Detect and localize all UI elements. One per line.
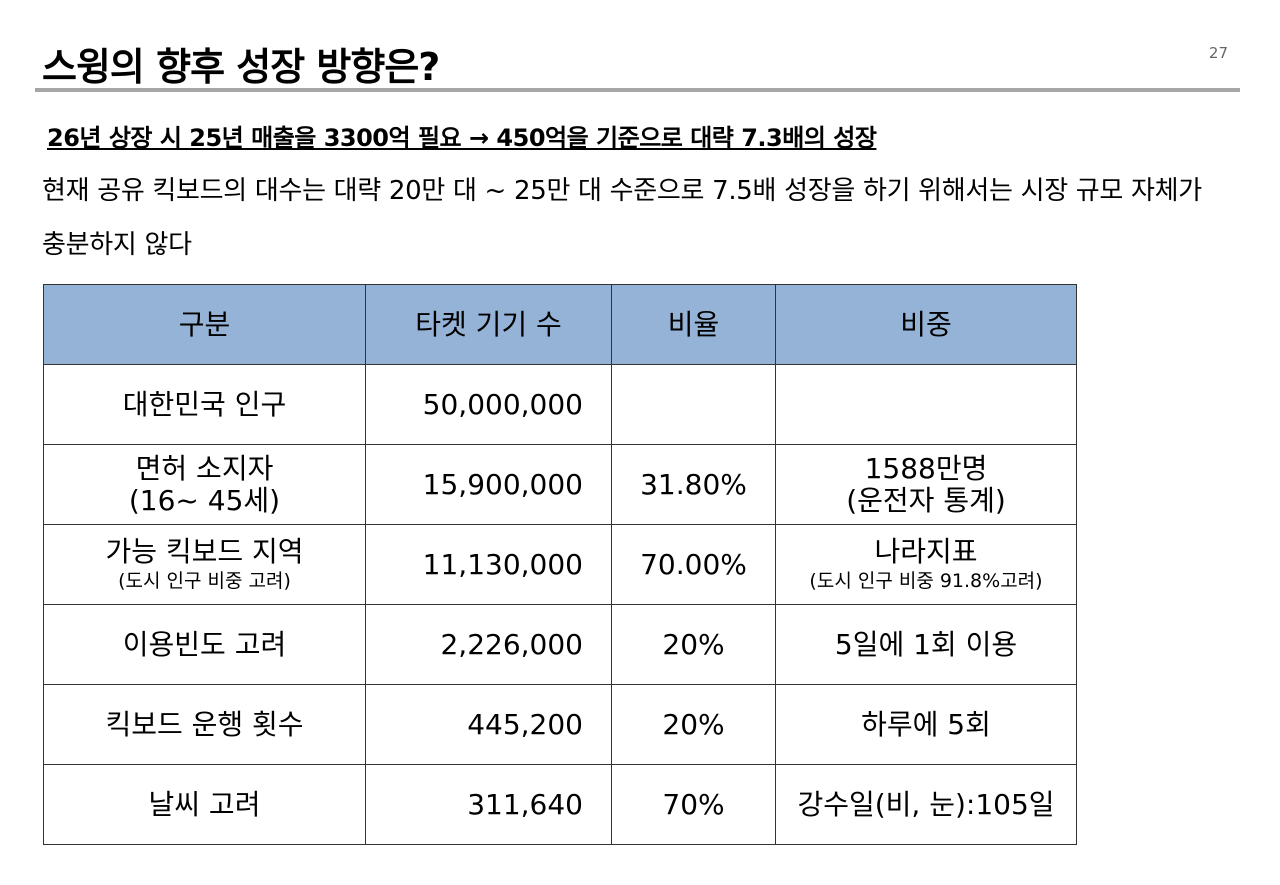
cell-line: 20% <box>662 627 725 661</box>
title: 스윙의 향후 성장 방향은? <box>42 45 440 89</box>
table-cell: 50,000,000 <box>365 364 612 445</box>
title-rule <box>35 88 1240 92</box>
table-cell: 20% <box>611 684 776 765</box>
table-cell: 70% <box>611 764 776 845</box>
cell-line: 11,130,000 <box>422 547 583 581</box>
data-table: 구분 타켓 기기 수 비율 비중 대한민국 인구 50,000,000 면허 소지자 (16… <box>43 284 1077 845</box>
cell-line: (도시 인구 비중 고려) <box>118 569 291 592</box>
table-cell: 나라지표 (도시 인구 비중 91.8%고려) <box>775 524 1077 605</box>
table-cell: 15,900,000 <box>365 444 612 525</box>
cell-line: 445,200 <box>467 707 583 741</box>
table-cell: 445,200 <box>365 684 612 765</box>
table-cell: 5일에 1회 이용 <box>775 604 1077 685</box>
cell-line: 50,000,000 <box>422 387 583 421</box>
cell-line: 2,226,000 <box>440 627 583 661</box>
cell-line: (운전자 통계) <box>846 483 1006 517</box>
cell-line: 15,900,000 <box>422 467 583 501</box>
table-cell: 강수일(비, 눈):105일 <box>775 764 1077 845</box>
table-row: 킥보드 운행 횟수 445,200 20% 하루에 5회 <box>43 684 1077 765</box>
table-cell <box>775 364 1077 445</box>
header-row: 구분 타켓 기기 수 비율 비중 <box>43 284 1077 365</box>
cell-line: 5일에 1회 이용 <box>834 627 1018 661</box>
table-row: 날씨 고려 311,640 70% 강수일(비, 눈):105일 <box>43 764 1077 845</box>
table-row: 대한민국 인구 50,000,000 <box>43 364 1077 445</box>
cell-line: 20% <box>662 707 725 741</box>
cell-line: 날씨 고려 <box>148 787 261 821</box>
cell-line: 70% <box>662 787 725 821</box>
cell-line: 가능 킥보드 지역 <box>105 534 304 568</box>
table-cell <box>611 364 776 445</box>
cell-line: 31.80% <box>640 467 747 501</box>
table-row: 가능 킥보드 지역 (도시 인구 비중 고려) 11,130,000 70.00% 나라… <box>43 524 1077 605</box>
cell-line: 대한민국 인구 <box>122 387 287 421</box>
table-cell: 대한민국 인구 <box>43 364 366 445</box>
table-cell: 가능 킥보드 지역 (도시 인구 비중 고려) <box>43 524 366 605</box>
table-row: 면허 소지자 (16~ 45세) 15,900,000 31.80% 1588만명 (운전… <box>43 444 1077 525</box>
header-cell: 비율 <box>611 284 776 365</box>
cell-line: 70.00% <box>640 547 747 581</box>
header-cell: 구분 <box>43 284 366 365</box>
cell-line: 이용빈도 고려 <box>122 627 287 661</box>
table-cell: 311,640 <box>365 764 612 845</box>
table-row: 이용빈도 고려 2,226,000 20% 5일에 1회 이용 <box>43 604 1077 685</box>
subtitle: 26년 상장 시 25년 매출을 3300억 필요 → 450억을 기준으로 대… <box>47 124 877 152</box>
cell-line: 하루에 5회 <box>861 707 991 741</box>
table-cell: 날씨 고려 <box>43 764 366 845</box>
table-cell: 킥보드 운행 횟수 <box>43 684 366 765</box>
header-cell: 비중 <box>775 284 1077 365</box>
table-cell: 11,130,000 <box>365 524 612 605</box>
cell-line: 강수일(비, 눈):105일 <box>797 787 1055 821</box>
table-cell: 31.80% <box>611 444 776 525</box>
header-cell: 타켓 기기 수 <box>365 284 612 365</box>
cell-line: (도시 인구 비중 91.8%고려) <box>809 569 1043 592</box>
cell-line: 1588만명 <box>864 451 988 485</box>
page-number: 27 <box>1208 44 1228 62</box>
table-cell: 2,226,000 <box>365 604 612 685</box>
body-text: 현재 공유 킥보드의 대수는 대략 20만 대 ~ 25만 대 수준으로 7.5… <box>42 176 1202 260</box>
table-cell: 20% <box>611 604 776 685</box>
cell-line: 킥보드 운행 횟수 <box>105 707 304 741</box>
cell-line: 면허 소지자 <box>135 451 274 485</box>
table-cell: 면허 소지자 (16~ 45세) <box>43 444 366 525</box>
cell-line: 311,640 <box>467 787 583 821</box>
cell-line: (16~ 45세) <box>128 483 281 517</box>
table-cell: 하루에 5회 <box>775 684 1077 765</box>
table-cell: 70.00% <box>611 524 776 605</box>
table-cell: 이용빈도 고려 <box>43 604 366 685</box>
cell-line: 나라지표 <box>874 534 978 568</box>
table-cell: 1588만명 (운전자 통계) <box>775 444 1077 525</box>
